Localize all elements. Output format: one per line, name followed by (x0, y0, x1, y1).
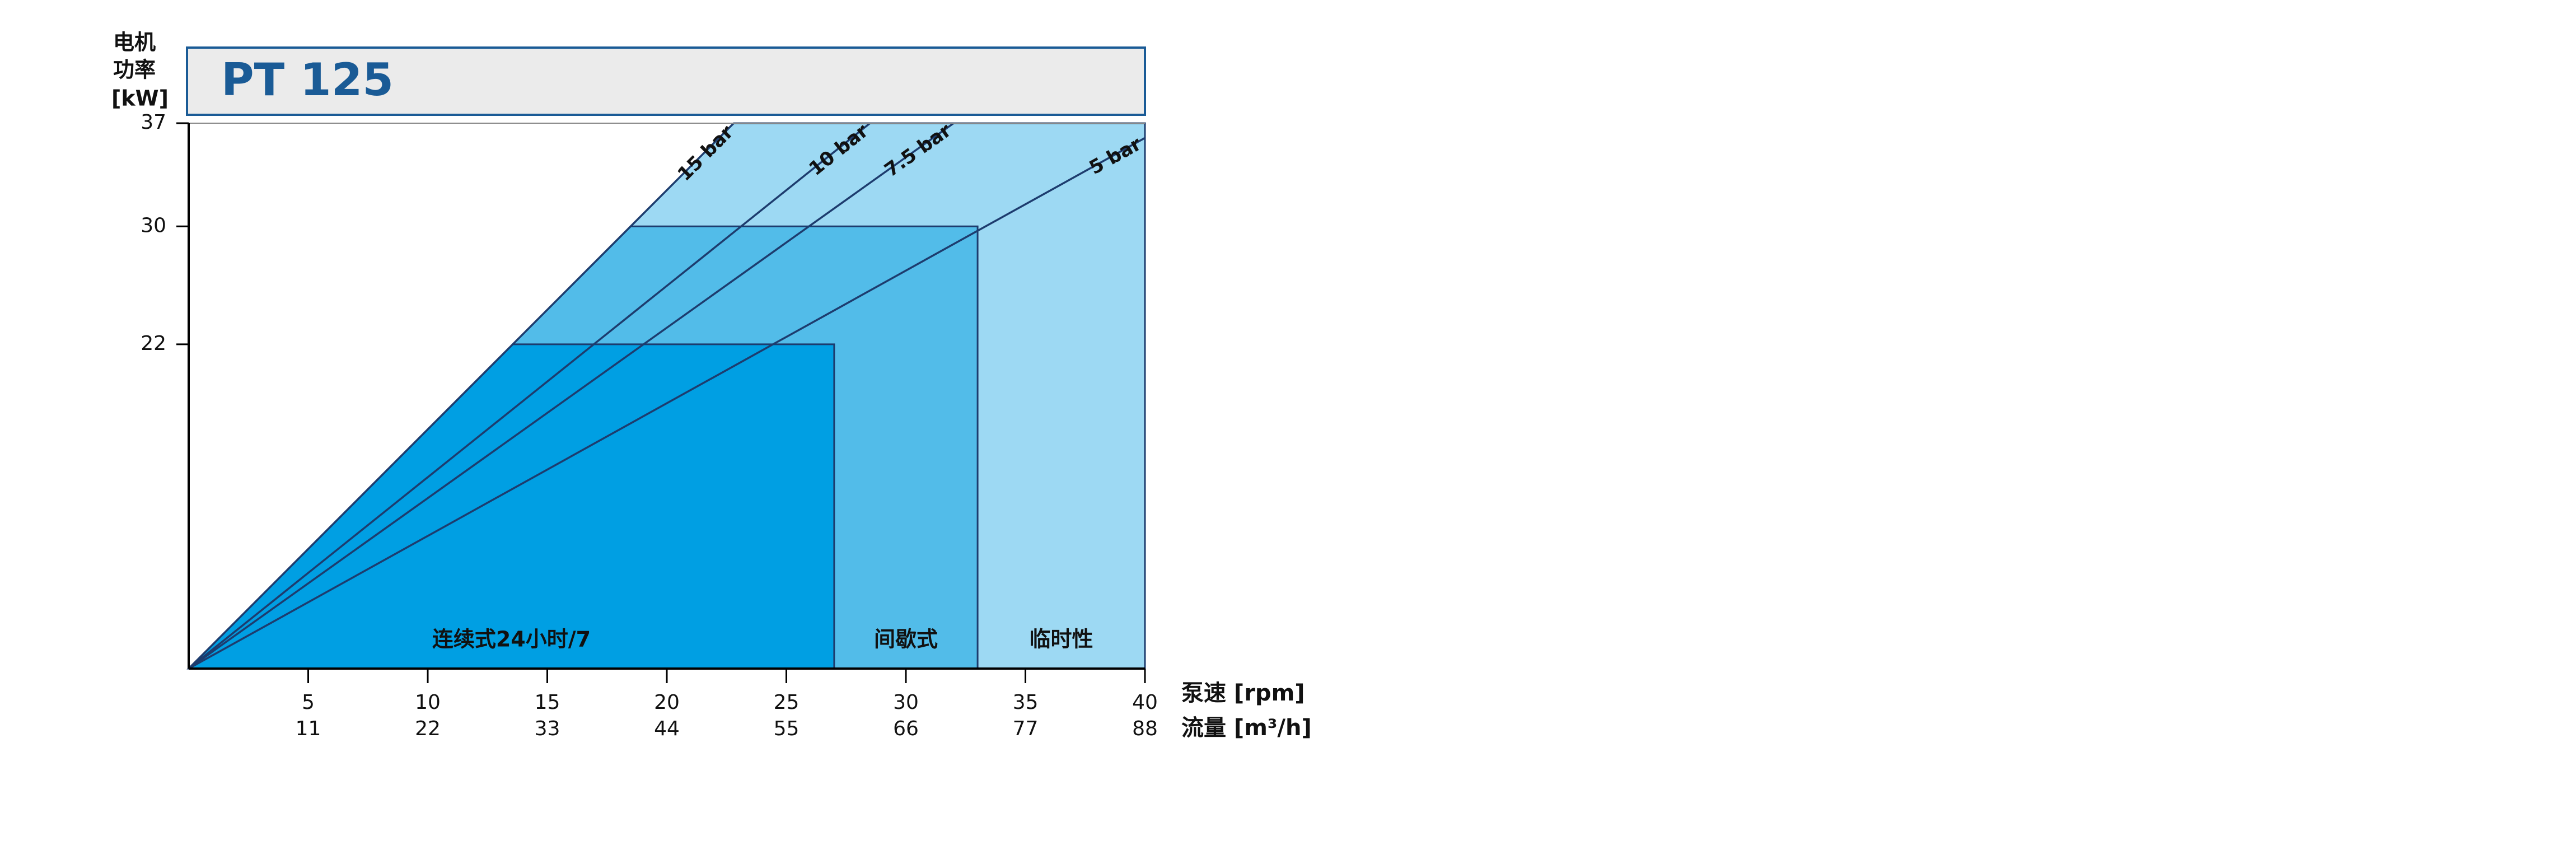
x2-tick-label: 66 (893, 717, 919, 740)
x2-tick-label: 77 (1013, 717, 1039, 740)
x2-tick-label: 11 (296, 717, 321, 740)
x2-tick-label: 22 (415, 717, 441, 740)
x2-tick-label: 44 (654, 717, 680, 740)
x-tick-label: 20 (654, 691, 680, 714)
x-tick-label: 15 (535, 691, 560, 714)
x-tick-label: 10 (415, 691, 441, 714)
x-tick-label: 25 (774, 691, 800, 714)
pressure-line (188, 137, 1146, 670)
region-label: 临时性 (1030, 627, 1093, 652)
x-tick-label: 40 (1132, 691, 1158, 714)
pressure-line (188, 122, 871, 670)
y-axis-label: 功率 (113, 58, 156, 82)
y-tick-label: 22 (141, 332, 166, 355)
x2-tick-label: 88 (1132, 717, 1158, 740)
x-axis-label: 泵速 [rpm] (1181, 680, 1305, 706)
x2-axis-label: 流量 [m³/h] (1181, 715, 1312, 741)
y-tick-label: 30 (141, 214, 166, 237)
region (186, 343, 835, 670)
title-box (186, 46, 1146, 116)
x-tick-label: 5 (302, 691, 315, 714)
x2-tick-label: 55 (774, 717, 800, 740)
y-axis-label: [kW] (111, 86, 169, 111)
region-label: 连续式24小时/7 (432, 627, 591, 652)
x2-tick-label: 33 (535, 717, 560, 740)
x-tick-label: 35 (1013, 691, 1039, 714)
pressure-line (188, 122, 955, 670)
chart-title: PT 125 (221, 54, 394, 106)
y-tick-label: 37 (141, 111, 166, 134)
x-tick-label: 30 (893, 691, 919, 714)
y-axis-label: 电机 (113, 30, 156, 55)
region-label: 间歇式 (874, 627, 938, 652)
pressure-line (188, 122, 735, 670)
